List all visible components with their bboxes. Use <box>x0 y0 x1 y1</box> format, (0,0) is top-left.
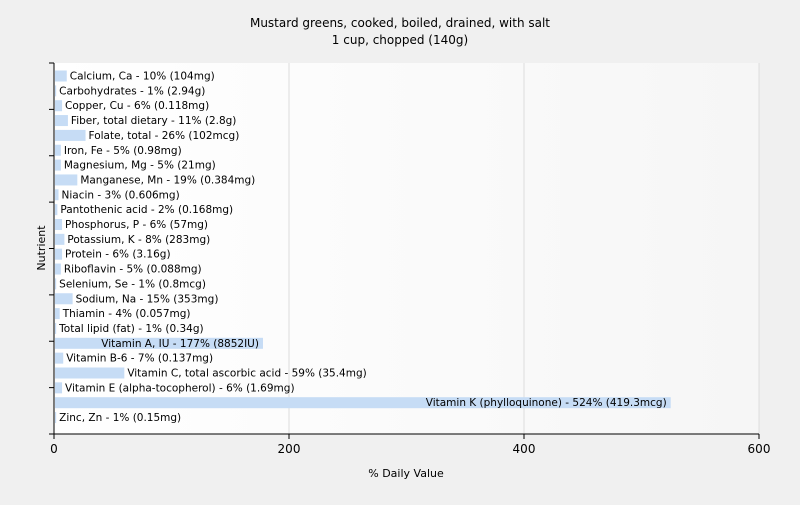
bar-label: Manganese, Mn - 19% (0.384mg) <box>80 174 255 186</box>
bar-label: Pantothenic acid - 2% (0.168mg) <box>60 204 233 216</box>
axes: 0 200 400 600 <box>49 62 771 456</box>
bar <box>55 352 64 364</box>
bar-label: Selenium, Se - 1% (0.8mcg) <box>59 278 206 290</box>
bars <box>55 70 671 424</box>
grid-lines <box>288 63 760 434</box>
bar <box>55 204 58 216</box>
bar-label: Zinc, Zn - 1% (0.15mg) <box>59 412 181 424</box>
bar-label: Phosphorus, P - 6% (57mg) <box>65 219 208 231</box>
bar-label: Niacin - 3% (0.606mg) <box>62 189 180 201</box>
bar <box>55 233 65 245</box>
bar <box>55 308 60 320</box>
bar-label: Iron, Fe - 5% (0.98mg) <box>64 145 182 157</box>
bar-label: Thiamin - 4% (0.057mg) <box>62 308 191 320</box>
bar <box>55 219 63 230</box>
plot-area <box>54 63 759 434</box>
bar <box>55 70 67 82</box>
bar <box>55 174 78 186</box>
bar <box>55 397 671 409</box>
bar-label: Total lipid (fat) - 1% (0.34g) <box>58 323 203 335</box>
bar-label: Potassium, K - 8% (283mg) <box>67 234 210 246</box>
bar-label: Riboflavin - 5% (0.088mg) <box>64 264 202 276</box>
bar <box>55 382 63 394</box>
bar <box>55 189 59 201</box>
bar-label: Copper, Cu - 6% (0.118mg) <box>65 100 209 112</box>
bar-label: Vitamin A, IU - 177% (8852IU) <box>101 338 259 350</box>
bar-label: Fiber, total dietary - 11% (2.8g) <box>71 115 236 127</box>
bar-label: Vitamin C, total ascorbic acid - 59% (35… <box>127 368 366 380</box>
x-tick-label: 0 <box>50 442 58 456</box>
bar-label: Folate, total - 26% (102mcg) <box>89 130 240 142</box>
bar-label: Vitamin K (phylloquinone) - 524% (419.3m… <box>426 397 667 409</box>
bar <box>55 159 61 171</box>
bar <box>55 263 61 275</box>
x-tick-label: 600 <box>748 442 771 456</box>
bar <box>55 322 57 334</box>
bar <box>55 248 63 260</box>
bar-label: Vitamin B-6 - 7% (0.137mg) <box>66 353 213 365</box>
bar-label: Sodium, Na - 15% (353mg) <box>76 293 219 305</box>
bar <box>55 144 61 156</box>
bar <box>55 278 57 290</box>
chart-title: Mustard greens, cooked, boiled, drained,… <box>250 16 550 30</box>
bar <box>55 115 68 127</box>
chart-subtitle: 1 cup, chopped (140g) <box>332 33 468 47</box>
bar <box>55 367 125 379</box>
y-axis-label: Nutrient <box>35 225 48 271</box>
x-tick-label: 400 <box>513 442 536 456</box>
bar-labels: Calcium, Ca - 10% (104mg) Carbohydrates -… <box>58 71 667 425</box>
bar <box>55 293 73 305</box>
bar <box>55 412 57 424</box>
bar-label: Vitamin E (alpha-tocopherol) - 6% (1.69m… <box>65 382 294 394</box>
bar <box>55 337 263 349</box>
bar <box>55 129 86 141</box>
bar <box>55 85 57 97</box>
bar <box>55 100 63 112</box>
bar-label: Magnesium, Mg - 5% (21mg) <box>64 160 216 172</box>
bar-label: Calcium, Ca - 10% (104mg) <box>70 71 215 83</box>
x-axis-label: % Daily Value <box>368 467 444 480</box>
x-tick-label: 200 <box>278 442 301 456</box>
bar-label: Protein - 6% (3.16g) <box>65 249 171 261</box>
bar-label: Carbohydrates - 1% (2.94g) <box>59 85 205 97</box>
